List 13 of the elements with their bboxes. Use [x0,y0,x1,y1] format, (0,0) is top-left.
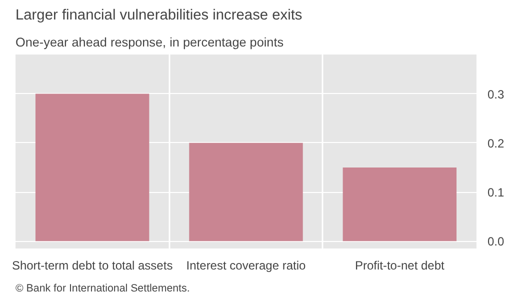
bar [189,142,303,242]
bar [342,167,457,242]
x-tick-label: Profit-to-net debt [354,258,446,272]
y-tick-label: 0.3 [488,87,505,102]
y-tick-label: 0.1 [488,186,505,200]
chart-subtitle: One-year ahead response, in percentage points [16,36,284,50]
x-tick-label: Short-term debt to total assets [12,258,173,272]
text: © Bank for International Settlements. [16,282,190,294]
x-tick-label: Interest coverage ratio [186,258,306,272]
chart-title: Larger financial vulnerabilities increase exits [16,8,302,24]
y-tick-label: 0.0 [488,234,505,249]
y-tick-label: 0.2 [488,136,505,150]
bar [35,94,150,242]
